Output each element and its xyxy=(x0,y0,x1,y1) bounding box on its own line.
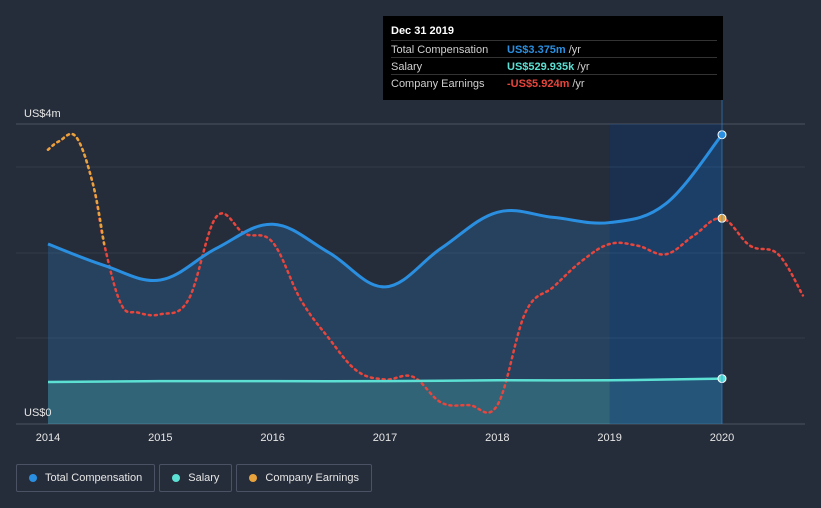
salary-area xyxy=(48,378,722,424)
tooltip-row-salary: Salary US$529.935k/yr xyxy=(391,57,717,75)
tooltip-row-company-earnings: Company Earnings -US$5.924m/yr xyxy=(391,74,717,92)
tooltip-label: Company Earnings xyxy=(391,78,485,90)
tooltip-date: Dec 31 2019 xyxy=(391,25,454,37)
highlight-overlay xyxy=(609,124,722,424)
x-tick-label: 2019 xyxy=(597,432,621,444)
x-tick-label: 2014 xyxy=(36,432,60,444)
legend-item-company-earnings[interactable]: Company Earnings xyxy=(236,464,372,492)
legend: Total Compensation Salary Company Earnin… xyxy=(16,464,372,492)
y-tick-label: US$0 xyxy=(24,407,52,419)
legend-label: Company Earnings xyxy=(265,472,359,484)
x-tick-label: 2016 xyxy=(260,432,284,444)
legend-dot-icon xyxy=(249,474,258,482)
company-earnings-line-start xyxy=(46,132,106,246)
tooltip-value: US$3.375m/yr xyxy=(507,44,581,56)
legend-item-total-compensation[interactable]: Total Compensation xyxy=(16,464,156,492)
tooltip-row-total-compensation: Total Compensation US$3.375m/yr xyxy=(391,40,717,58)
salary-line xyxy=(47,377,723,384)
total-compensation-area xyxy=(48,134,722,424)
highlight-region xyxy=(609,124,722,424)
legend-dot-icon xyxy=(172,474,181,482)
legend-label: Salary xyxy=(188,472,220,484)
legend-label: Total Compensation xyxy=(45,472,143,484)
tooltip-label: Total Compensation xyxy=(391,44,489,56)
total-compensation-line xyxy=(47,133,724,289)
x-tick-label: 2018 xyxy=(485,432,509,444)
x-tick-label: 2020 xyxy=(710,432,734,444)
tooltip-label: Salary xyxy=(391,61,423,73)
x-tick-label: 2017 xyxy=(373,432,397,444)
legend-dot-icon xyxy=(29,474,37,482)
legend-item-salary[interactable]: Salary xyxy=(159,464,233,492)
tooltip-value: US$529.935k/yr xyxy=(507,61,590,73)
tooltip: Dec 31 2019 Total Compensation US$3.375m… xyxy=(383,16,723,100)
y-tick-label: US$4m xyxy=(24,108,61,120)
tooltip-value: -US$5.924m/yr xyxy=(507,78,585,90)
company-earnings-line xyxy=(46,132,805,414)
x-tick-label: 2015 xyxy=(148,432,172,444)
